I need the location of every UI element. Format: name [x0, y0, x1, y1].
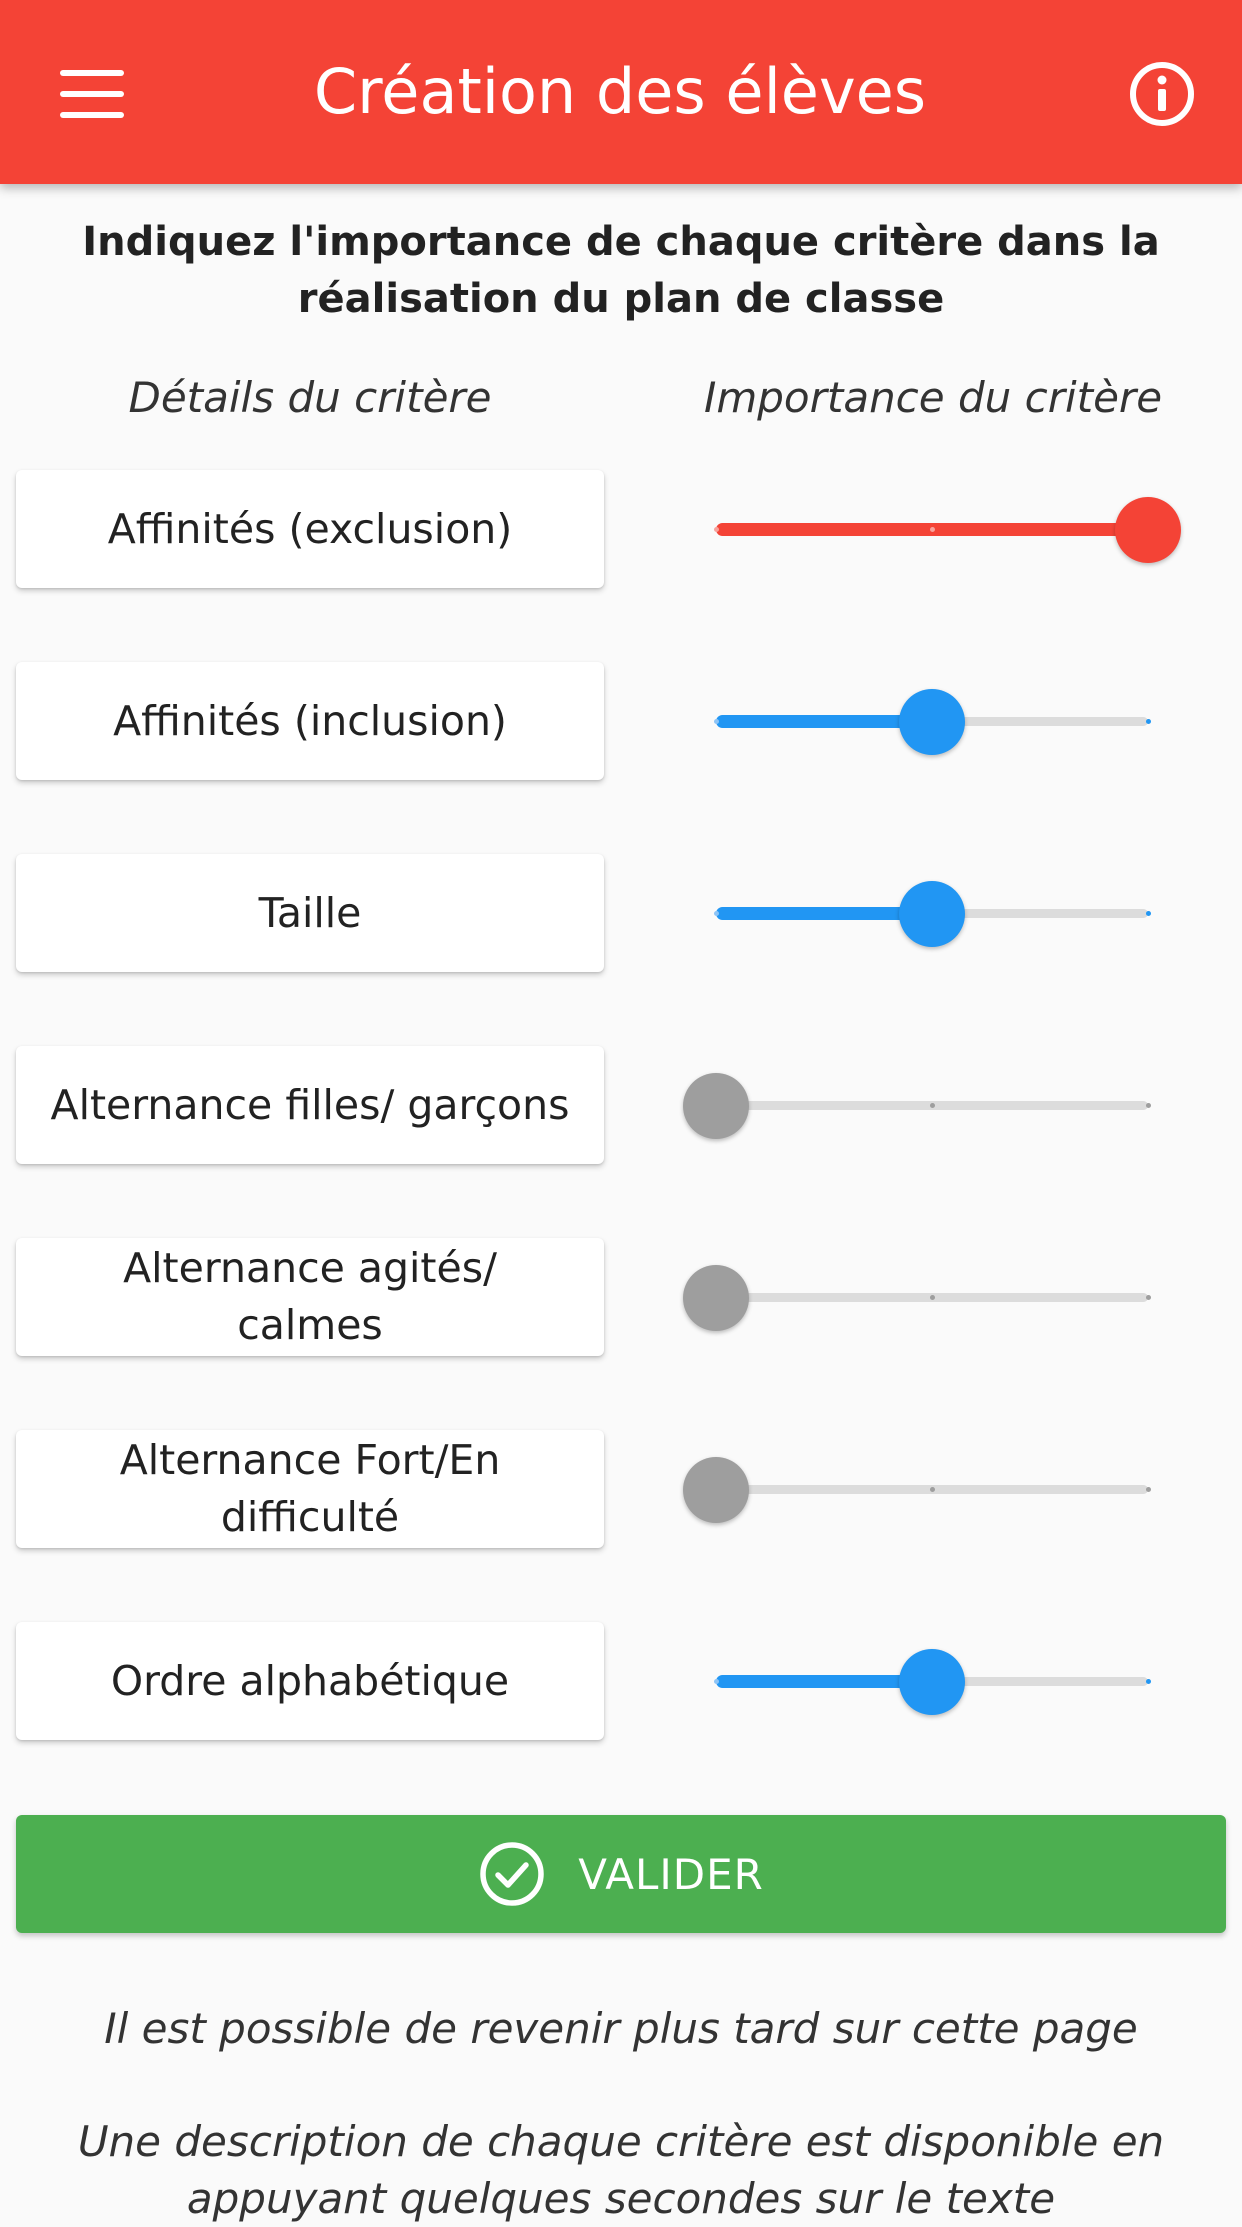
importance-slider[interactable]	[683, 1257, 1190, 1337]
instructions-text: Indiquez l'importance de chaque critère …	[82, 219, 1160, 322]
slider-tick	[1146, 1487, 1151, 1492]
slider-tick	[930, 1295, 935, 1300]
importance-slider[interactable]	[683, 1065, 1190, 1145]
criterion-card[interactable]: Alternance filles/ garçons	[16, 1046, 604, 1164]
criterion-label: Ordre alphabétique	[110, 1656, 510, 1705]
return-later-note: Il est possible de revenir plus tard sur…	[104, 2004, 1138, 2053]
slider-thumb[interactable]	[899, 689, 965, 755]
slider-tick	[1146, 1679, 1151, 1684]
slider-tick	[1146, 1295, 1151, 1300]
importance-slider[interactable]	[690, 489, 1190, 569]
slider-thumb[interactable]	[899, 1649, 965, 1715]
slider-active-track	[716, 907, 932, 920]
criterion-card[interactable]: Alternance Fort/En difficulté	[16, 1430, 604, 1548]
criterion-label: Alternance Fort/En difficulté	[119, 1436, 501, 1541]
importance-slider[interactable]	[690, 681, 1190, 761]
slider-tick	[714, 527, 719, 532]
slider-tick	[1146, 719, 1151, 724]
slider-tick	[714, 719, 719, 724]
importance-slider[interactable]	[683, 1449, 1190, 1529]
check-circle-icon	[480, 1842, 544, 1906]
criterion-label: Taille	[258, 888, 362, 937]
criterion-label: Affinités (exclusion)	[107, 504, 513, 553]
slider-tick	[714, 1679, 719, 1684]
criterion-label: Alternance filles/ garçons	[50, 1080, 570, 1129]
criterion-card[interactable]: Taille	[16, 854, 604, 972]
slider-thumb[interactable]	[683, 1457, 749, 1523]
criterion-card[interactable]: Affinités (inclusion)	[16, 662, 604, 780]
slider-thumb[interactable]	[683, 1265, 749, 1331]
criterion-label: Alternance agités/ calmes	[123, 1244, 497, 1349]
importance-slider[interactable]	[690, 873, 1190, 953]
long-press-help-note: Une description de chaque critère est di…	[77, 2117, 1165, 2223]
app-bar: Création des élèves	[0, 0, 1242, 184]
criterion-card[interactable]: Ordre alphabétique	[16, 1622, 604, 1740]
slider-thumb[interactable]	[683, 1073, 749, 1139]
validate-button[interactable]: VALIDER	[16, 1815, 1226, 1933]
validate-label: VALIDER	[578, 1849, 764, 1899]
column-header-details: Détails du critère	[128, 373, 492, 422]
criterion-card[interactable]: Affinités (exclusion)	[16, 470, 604, 588]
slider-thumb[interactable]	[899, 881, 965, 947]
criterion-card[interactable]: Alternance agités/ calmes	[16, 1238, 604, 1356]
page-title: Création des élèves	[313, 55, 927, 128]
slider-tick	[1146, 911, 1151, 916]
hamburger-menu-icon[interactable]	[60, 70, 124, 118]
slider-tick	[930, 527, 935, 532]
criterion-label: Affinités (inclusion)	[113, 696, 507, 745]
slider-thumb[interactable]	[1115, 497, 1181, 563]
slider-tick	[930, 1487, 935, 1492]
slider-active-track	[716, 1675, 932, 1688]
column-header-importance: Importance du critère	[703, 373, 1163, 422]
importance-slider[interactable]	[690, 1641, 1190, 1721]
slider-active-track	[716, 715, 932, 728]
slider-tick	[1146, 1103, 1151, 1108]
slider-tick	[930, 1103, 935, 1108]
slider-tick	[714, 911, 719, 916]
info-circle-icon[interactable]	[1128, 60, 1196, 128]
